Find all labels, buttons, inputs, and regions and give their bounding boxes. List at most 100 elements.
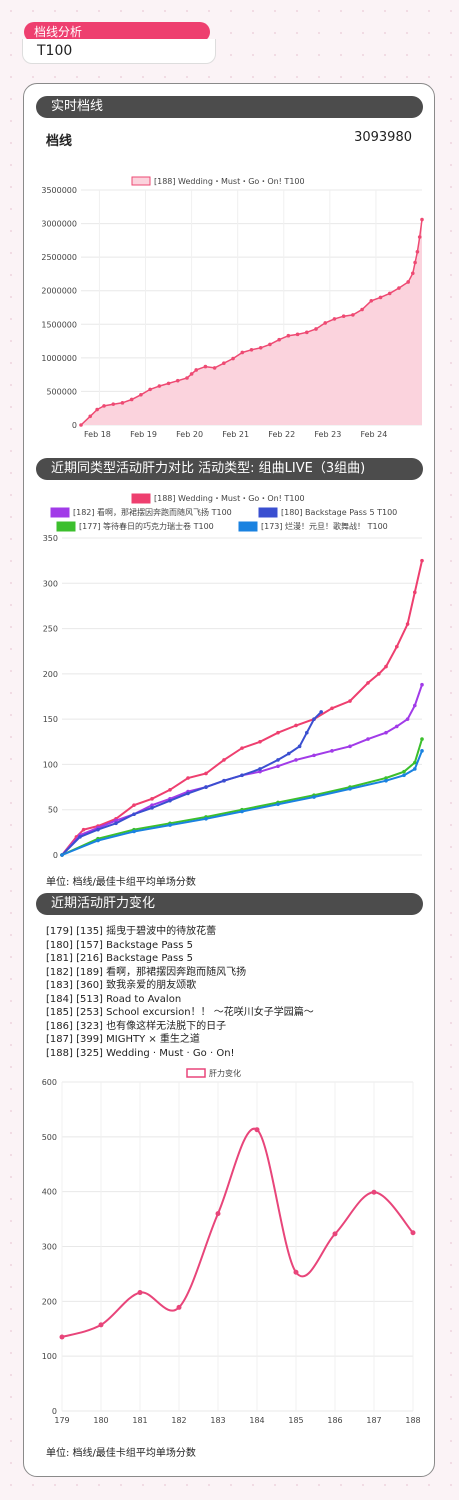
data-point	[420, 737, 424, 741]
section-compare-title: 近期同类型活动肝力对比 活动类型: 组曲LIVE（3组曲)	[36, 458, 423, 480]
y-tick-label: 3000000	[41, 220, 77, 229]
y-tick-label: 0	[53, 851, 58, 860]
data-point	[168, 787, 172, 792]
data-point	[402, 769, 406, 774]
data-point	[420, 749, 424, 753]
x-tick-label: 188	[405, 1416, 420, 1425]
y-tick-label: 0	[72, 421, 77, 430]
data-point	[395, 644, 399, 649]
y-tick-label: 50	[48, 806, 58, 815]
x-tick-label: Feb 22	[268, 430, 295, 439]
compare-chart: 0 50 100 150 200 250 300 350 [188] Wedding・Must・…	[43, 493, 424, 860]
x-tick-label: 184	[249, 1416, 264, 1425]
legend-swatch	[131, 176, 151, 186]
data-point	[351, 313, 355, 317]
x-tick-label: 182	[171, 1416, 186, 1425]
data-point	[132, 812, 136, 817]
x-tick-label: Feb 19	[130, 430, 157, 439]
data-point	[410, 1230, 416, 1236]
data-point	[176, 1304, 182, 1310]
x-tick-label: 186	[327, 1416, 342, 1425]
legend-label: [180] Backstage Pass 5 T100	[281, 508, 397, 517]
data-point	[150, 797, 154, 801]
data-point	[384, 778, 388, 783]
legend-label: [182] 看啊，那裙摆因奔跑而随风飞扬 T100	[73, 507, 232, 517]
data-point	[295, 332, 300, 337]
data-point	[120, 401, 125, 405]
x-tick-label: 179	[54, 1416, 69, 1425]
data-point	[78, 835, 82, 839]
data-point	[312, 795, 316, 799]
y-tick-label: 1500000	[41, 320, 77, 329]
x-tick-label: 187	[366, 1416, 381, 1425]
data-point	[366, 737, 370, 741]
x-tick-label: 180	[93, 1416, 108, 1425]
compare-unit: 单位: 档线/最佳卡组平均单场分数	[46, 877, 196, 888]
data-point	[332, 317, 337, 321]
event-item: [186] [323] 也有像这样无法脱下的日子	[46, 1020, 227, 1032]
data-point	[406, 280, 410, 284]
data-point	[132, 829, 136, 834]
data-point	[59, 1334, 65, 1340]
data-point	[204, 816, 208, 821]
data-point	[102, 404, 106, 408]
data-point	[348, 699, 352, 703]
y-tick-label: 400	[42, 1188, 57, 1197]
metric-value: 3093980	[354, 130, 412, 145]
data-point	[420, 217, 424, 222]
data-point	[323, 321, 328, 325]
data-point	[415, 249, 420, 254]
x-tick-label: Feb 20	[176, 430, 203, 439]
y-tick-label: 250	[43, 625, 58, 634]
event-item: [184] [513] Road to Avalon	[46, 993, 182, 1005]
data-point	[384, 776, 388, 780]
event-item: [180] [157] Backstage Pass 5	[46, 939, 194, 951]
data-point	[148, 387, 152, 392]
data-point	[129, 397, 134, 402]
y-tick-label: 0	[52, 1407, 57, 1416]
legend-swatch	[56, 521, 76, 532]
series-line	[61, 738, 423, 856]
data-point	[240, 773, 244, 778]
data-point	[341, 314, 346, 319]
data-point	[268, 342, 272, 347]
data-point	[277, 337, 281, 342]
data-point	[137, 1290, 143, 1296]
data-point	[387, 291, 392, 296]
series-line	[61, 684, 423, 856]
data-point	[79, 423, 83, 427]
data-point	[304, 330, 309, 335]
data-point	[157, 384, 162, 388]
realtime-chart: 0 500000 1000000 1500000 2000000 2500000 30000…	[41, 176, 424, 439]
data-point	[305, 730, 309, 735]
y-tick-label: 100	[42, 1352, 57, 1361]
data-point	[319, 710, 324, 714]
data-point	[240, 350, 245, 355]
data-point	[348, 787, 352, 791]
series-line	[61, 750, 423, 856]
legend-swatch	[258, 507, 278, 518]
y-tick-label: 200	[42, 1297, 57, 1306]
data-point	[410, 271, 415, 276]
data-point	[258, 767, 262, 771]
data-point	[413, 703, 417, 708]
y-tick-label: 100	[43, 760, 58, 769]
data-point	[139, 392, 143, 397]
data-point	[222, 778, 226, 783]
data-point	[377, 672, 381, 676]
data-point	[168, 823, 172, 827]
data-point	[293, 1269, 299, 1275]
data-point	[185, 376, 189, 380]
legend-label: [177] 等待春日的巧克力瑞士卷 T100	[79, 521, 214, 531]
data-point	[203, 364, 208, 369]
data-point	[330, 706, 334, 711]
data-point	[111, 402, 116, 406]
data-point	[166, 381, 171, 386]
x-tick-label: 185	[288, 1416, 303, 1425]
series-line	[61, 1127, 414, 1338]
y-tick-label: 300	[42, 1243, 57, 1252]
data-point	[366, 681, 370, 685]
x-tick-label: 183	[210, 1416, 225, 1425]
y-tick-label: 300	[43, 579, 58, 588]
data-point	[405, 622, 410, 626]
